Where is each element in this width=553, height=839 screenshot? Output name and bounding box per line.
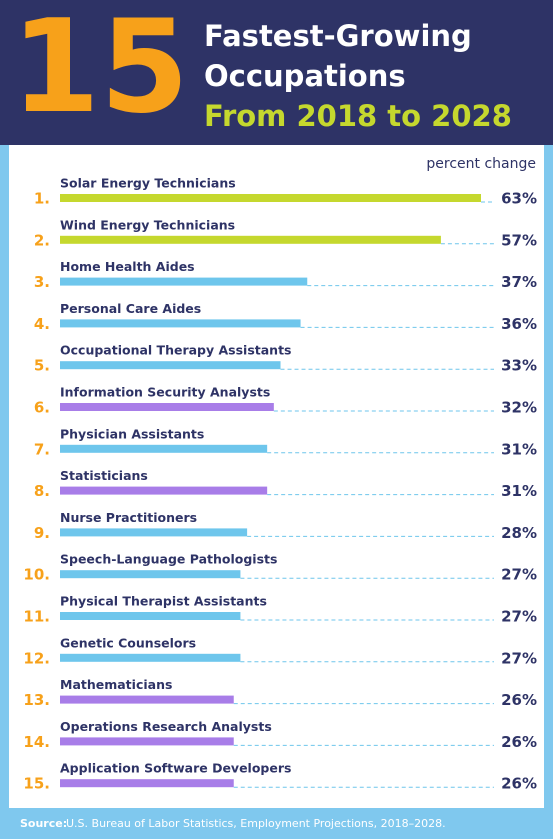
chart-title: Fastest-Growing	[204, 19, 472, 53]
value-label: 63%	[501, 190, 537, 208]
row-label: Mathematicians	[60, 677, 172, 692]
rank: 4.	[34, 315, 50, 333]
rank: 7.	[34, 440, 50, 458]
value-label: 26%	[501, 775, 537, 793]
row-label: Genetic Counselors	[60, 635, 196, 650]
big-number: 15	[11, 0, 189, 142]
row-label: Statisticians	[60, 468, 148, 483]
value-label: 28%	[501, 524, 537, 542]
rank: 15.	[23, 775, 50, 793]
value-label: 37%	[501, 273, 537, 291]
rank: 10.	[23, 566, 50, 584]
value-label: 27%	[501, 566, 537, 584]
value-label: 26%	[501, 733, 537, 751]
rank: 6.	[34, 399, 50, 417]
rank: 8.	[34, 482, 50, 500]
bar	[60, 235, 441, 244]
header	[0, 0, 553, 145]
rank: 1.	[34, 190, 50, 208]
row-label: Physical Therapist Assistants	[60, 594, 267, 609]
chart-title: Occupations	[204, 59, 406, 93]
value-label: 36%	[501, 315, 537, 333]
bar	[60, 570, 241, 579]
value-label: 57%	[501, 231, 537, 249]
rank: 9.	[34, 524, 50, 542]
value-label: 33%	[501, 357, 537, 375]
row-label: Speech-Language Pathologists	[60, 552, 277, 567]
bar	[60, 194, 481, 202]
bar	[60, 612, 241, 620]
rank: 2.	[34, 231, 50, 249]
value-label: 27%	[501, 608, 537, 626]
row-label: Home Health Aides	[60, 259, 195, 274]
source-label: Source:	[20, 817, 67, 830]
value-label: 31%	[501, 440, 537, 458]
axis-label: percent change	[426, 156, 536, 172]
bar	[60, 444, 268, 453]
rank: 14.	[23, 733, 50, 751]
rank: 13.	[23, 691, 50, 709]
row-label: Nurse Practitioners	[60, 510, 197, 525]
value-label: 26%	[501, 691, 537, 709]
rank: 5.	[34, 357, 50, 375]
bar	[60, 361, 281, 370]
rank: 12.	[23, 649, 50, 667]
bar	[60, 779, 234, 788]
bar	[60, 653, 241, 662]
rank: 3.	[34, 273, 50, 291]
row-label: Application Software Developers	[60, 761, 291, 776]
row-label: Wind Energy Technicians	[60, 217, 235, 232]
bar	[60, 737, 234, 746]
bar	[60, 695, 234, 704]
source: U.S. Bureau of Labor Statistics, Employm…	[66, 817, 446, 830]
value-label: 27%	[501, 649, 537, 667]
bar	[60, 528, 248, 537]
row-label: Occupational Therapy Assistants	[60, 343, 292, 358]
chart-subtitle: From 2018 to 2028	[204, 99, 512, 133]
row-label: Solar Energy Technicians	[60, 176, 236, 191]
row-label: Physician Assistants	[60, 426, 204, 441]
bar	[60, 319, 301, 328]
value-label: 32%	[501, 399, 537, 417]
value-label: 31%	[501, 482, 537, 500]
row-label: Operations Research Analysts	[60, 719, 272, 734]
row-label: Information Security Analysts	[60, 385, 270, 400]
bar	[60, 486, 268, 495]
row-label: Personal Care Aides	[60, 301, 201, 316]
rank: 11.	[23, 608, 50, 626]
bar	[60, 277, 308, 286]
bar	[60, 403, 274, 411]
